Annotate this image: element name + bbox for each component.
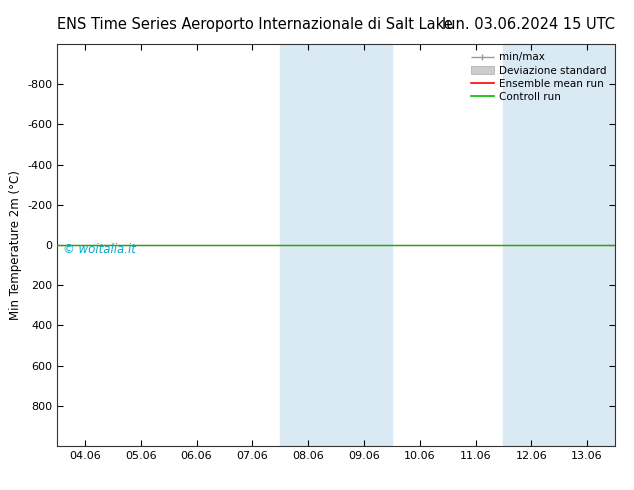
Bar [503,44,615,446]
Bar [280,44,392,446]
Y-axis label: Min Temperature 2m (°C): Min Temperature 2m (°C) [8,170,22,320]
Text: ENS Time Series Aeroporto Internazionale di Salt Lake: ENS Time Series Aeroporto Internazionale… [57,17,453,32]
Text: lun. 03.06.2024 15 UTC: lun. 03.06.2024 15 UTC [442,17,615,32]
Text: © woitalia.it: © woitalia.it [63,243,136,256]
Legend: min/max, Deviazione standard, Ensemble mean run, Controll run: min/max, Deviazione standard, Ensemble m… [468,49,610,105]
